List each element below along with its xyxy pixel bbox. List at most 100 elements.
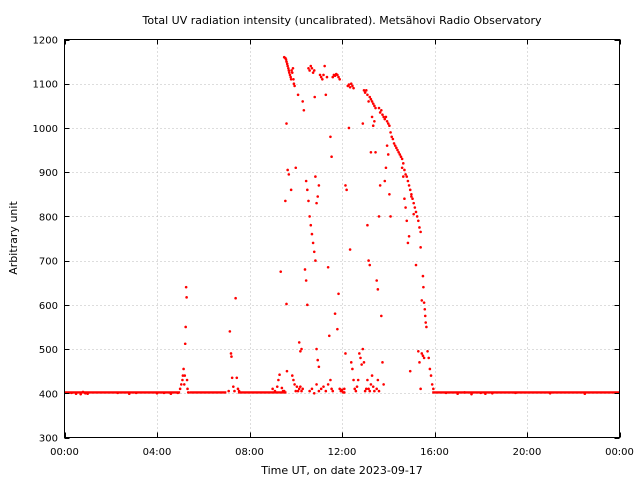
data-point — [331, 75, 335, 79]
data-point — [369, 150, 373, 154]
data-point — [302, 108, 306, 112]
data-point — [304, 279, 308, 282]
y-tick-label: 1000 — [33, 124, 58, 135]
data-point — [309, 223, 313, 227]
data-point — [308, 215, 311, 218]
data-point — [371, 385, 375, 388]
data-point — [373, 389, 376, 393]
data-point — [368, 95, 372, 99]
data-point — [348, 85, 352, 89]
data-point — [347, 83, 351, 86]
data-point — [336, 73, 339, 77]
data-point — [286, 168, 289, 172]
data-point — [358, 352, 361, 355]
data-point — [348, 248, 352, 251]
data-point — [351, 367, 354, 371]
data-point — [289, 188, 293, 192]
data-point — [311, 71, 315, 74]
data-point — [310, 387, 314, 391]
y-axis-tick-labels: 300 400 500 600 700 800 900 1000 1100 1200 — [33, 36, 58, 445]
data-point — [352, 86, 355, 90]
data-point — [369, 97, 373, 101]
x-tick-label: 04:00 — [143, 447, 172, 458]
data-point — [292, 78, 295, 81]
data-point — [296, 93, 300, 97]
data-point — [301, 100, 304, 103]
data-point — [333, 312, 337, 315]
data-point — [183, 342, 187, 346]
data-point — [422, 285, 425, 289]
data-point — [185, 296, 188, 299]
data-point — [401, 175, 405, 178]
data-point — [291, 66, 295, 70]
data-point — [297, 341, 301, 344]
data-point — [287, 71, 291, 74]
data-point — [413, 206, 417, 209]
data-point — [361, 347, 365, 351]
data-point — [326, 265, 330, 269]
data-point — [181, 378, 184, 382]
data-point — [317, 389, 321, 393]
data-point — [384, 115, 388, 119]
data-point — [235, 376, 239, 380]
data-point — [385, 144, 389, 147]
data-point — [371, 124, 375, 128]
data-point — [408, 369, 412, 373]
data-point — [417, 349, 420, 353]
data-point — [325, 75, 329, 79]
data-point — [318, 73, 322, 77]
data-point — [184, 325, 187, 329]
data-point — [233, 389, 236, 393]
data-point — [286, 64, 289, 68]
data-point — [275, 385, 279, 388]
data-point — [303, 268, 307, 271]
data-point — [308, 69, 311, 72]
data-point — [421, 274, 425, 278]
data-point — [424, 321, 428, 324]
data-point — [323, 64, 326, 68]
y-tick-label: 800 — [39, 212, 58, 223]
data-point — [324, 93, 328, 97]
data-point — [278, 373, 281, 377]
data-point — [228, 330, 232, 333]
data-point — [336, 327, 339, 331]
data-point — [375, 387, 378, 391]
data-point — [313, 95, 317, 99]
data-point — [186, 391, 190, 394]
data-point — [347, 126, 351, 130]
data-point — [369, 383, 373, 386]
data-point — [329, 378, 332, 382]
data-point — [279, 270, 283, 273]
data-point — [338, 387, 341, 391]
data-point — [290, 69, 293, 72]
data-point — [404, 206, 407, 209]
data-point — [385, 120, 389, 123]
data-point — [395, 146, 398, 150]
y-tick-label: 700 — [39, 257, 58, 268]
data-point — [293, 383, 296, 386]
data-point — [310, 66, 314, 70]
data-point — [299, 349, 302, 353]
data-point — [324, 389, 328, 393]
data-point — [70, 391, 73, 395]
data-point — [398, 153, 402, 156]
data-point — [74, 392, 78, 396]
data-point — [408, 188, 412, 192]
data-point — [388, 192, 391, 196]
data-point — [484, 392, 487, 396]
data-point — [364, 387, 368, 391]
data-point — [374, 106, 377, 110]
data-point — [361, 122, 365, 125]
data-point — [230, 355, 233, 358]
data-point — [360, 363, 363, 366]
y-tick-label: 1200 — [33, 36, 58, 47]
data-point — [378, 184, 382, 187]
data-point — [292, 378, 295, 382]
data-point — [405, 175, 409, 178]
data-point — [227, 389, 230, 393]
data-point — [312, 69, 316, 72]
data-point — [349, 361, 353, 364]
data-point — [419, 387, 422, 391]
data-point — [429, 374, 433, 377]
